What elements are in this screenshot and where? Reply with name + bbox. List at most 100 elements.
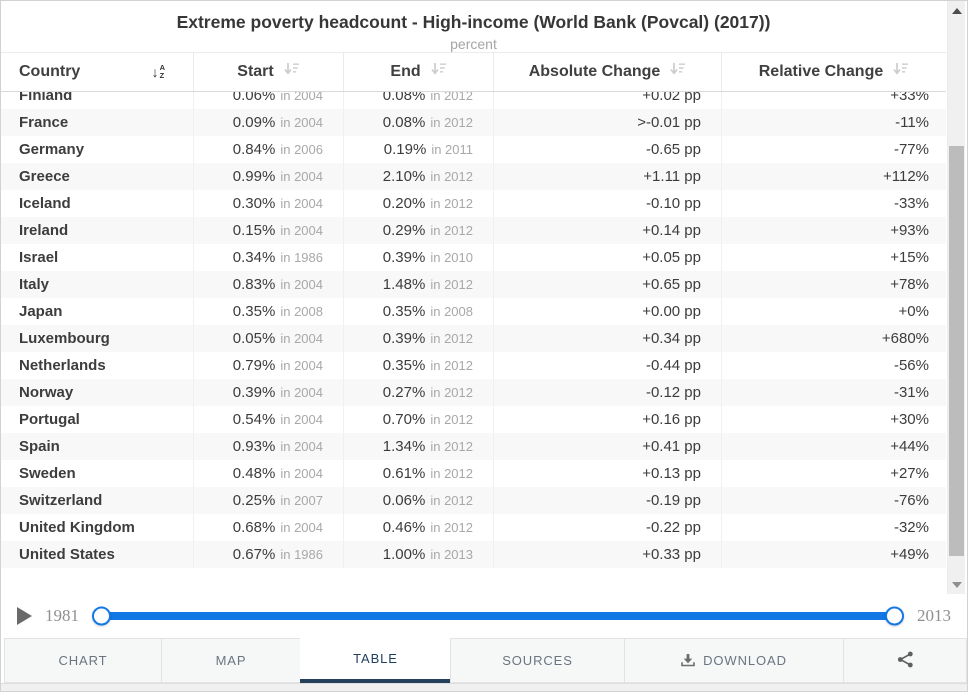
relative-change-cell: -33% bbox=[721, 189, 946, 217]
end-value-cell: 0.61% in 2012 bbox=[343, 459, 493, 487]
start-value-cell: 0.06% in 2004 bbox=[193, 91, 343, 109]
absolute-change-cell: -0.12 pp bbox=[493, 378, 721, 406]
relative-change-cell: -56% bbox=[721, 351, 946, 379]
relative-change-cell: -77% bbox=[721, 135, 946, 163]
start-value-cell: 0.48% in 2004 bbox=[193, 459, 343, 487]
start-value-cell: 0.34% in 1986 bbox=[193, 243, 343, 271]
column-header-label: Relative Change bbox=[758, 62, 884, 80]
country-name: Luxembourg bbox=[19, 329, 110, 347]
column-header-label: Country bbox=[19, 62, 81, 80]
tab-label: SOURCES bbox=[502, 653, 573, 668]
share-icon bbox=[897, 651, 914, 671]
scroll-down-arrow-icon[interactable] bbox=[952, 582, 962, 588]
chart-title: Extreme poverty headcount - High-income … bbox=[176, 12, 771, 32]
table-row: Japan 0.35% in 2008 0.35% in 2008 +0.00 pp… bbox=[1, 297, 946, 325]
absolute-change-cell: +0.33 pp bbox=[493, 540, 721, 568]
absolute-change-cell: +0.34 pp bbox=[493, 324, 721, 352]
tab-sources[interactable]: SOURCES bbox=[450, 638, 625, 683]
table-header-row: Country ↓ A Z Start End bbox=[1, 51, 946, 92]
table-view: Extreme poverty headcount - High-income … bbox=[1, 1, 967, 594]
column-header-relative-change[interactable]: Relative Change bbox=[721, 52, 946, 91]
country-name: Netherlands bbox=[19, 356, 106, 374]
table-rows: Finland 0.06% in 2004 0.08% in 2012 +0.02 … bbox=[1, 91, 946, 568]
start-value-cell: 0.99% in 2004 bbox=[193, 162, 343, 190]
relative-change-cell: +33% bbox=[721, 91, 946, 109]
start-value-cell: 0.39% in 2004 bbox=[193, 378, 343, 406]
table-row: Sweden 0.48% in 2004 0.61% in 2012 +0.13 p… bbox=[1, 459, 946, 487]
scroll-up-arrow-icon[interactable] bbox=[952, 8, 962, 14]
end-value-cell: 1.34% in 2012 bbox=[343, 432, 493, 460]
table-row: Greece 0.99% in 2004 2.10% in 2012 +1.11 p… bbox=[1, 162, 946, 190]
end-value-cell: 0.29% in 2012 bbox=[343, 216, 493, 244]
tab-table[interactable]: TABLE bbox=[300, 638, 451, 683]
column-header-label: Start bbox=[237, 62, 274, 80]
tab-map[interactable]: MAP bbox=[161, 638, 301, 683]
start-value-cell: 0.30% in 2004 bbox=[193, 189, 343, 217]
end-value-cell: 0.08% in 2012 bbox=[343, 108, 493, 136]
timeline-start-year: 1981 bbox=[45, 606, 79, 625]
country-name: Germany bbox=[19, 140, 85, 158]
slider-handle-start[interactable] bbox=[92, 606, 111, 626]
country-name: Finland bbox=[19, 91, 73, 104]
country-name: Israel bbox=[19, 248, 59, 266]
country-name: Sweden bbox=[19, 464, 76, 482]
chart-header: Extreme poverty headcount - High-income … bbox=[1, 1, 946, 52]
relative-change-cell: +93% bbox=[721, 216, 946, 244]
slider-handle-end[interactable] bbox=[885, 606, 904, 626]
country-name: Spain bbox=[19, 437, 60, 455]
absolute-change-cell: +0.02 pp bbox=[493, 91, 721, 109]
tab-download[interactable]: DOWNLOAD bbox=[624, 638, 844, 683]
relative-change-cell: +15% bbox=[721, 243, 946, 271]
absolute-change-cell: +0.00 pp bbox=[493, 297, 721, 325]
table-row: Portugal 0.54% in 2004 0.70% in 2012 +0.16… bbox=[1, 405, 946, 433]
end-value-cell: 0.08% in 2012 bbox=[343, 91, 493, 109]
country-name: Norway bbox=[19, 383, 74, 401]
table-row: Spain 0.93% in 2004 1.34% in 2012 +0.41 pp… bbox=[1, 432, 946, 460]
relative-change-cell: -31% bbox=[721, 378, 946, 406]
column-header-end[interactable]: End bbox=[343, 52, 493, 91]
absolute-change-cell: +0.65 pp bbox=[493, 270, 721, 298]
start-value-cell: 0.09% in 2004 bbox=[193, 108, 343, 136]
tab-label: TABLE bbox=[353, 651, 398, 666]
end-value-cell: 0.70% in 2012 bbox=[343, 405, 493, 433]
tab-bar: CHART MAP TABLE SOURCES DOWNLOAD bbox=[1, 638, 967, 683]
data-table: Country ↓ A Z Start End bbox=[1, 51, 946, 585]
start-value-cell: 0.67% in 1986 bbox=[193, 540, 343, 568]
tab-share[interactable] bbox=[843, 638, 967, 683]
column-header-country[interactable]: Country ↓ A Z bbox=[1, 53, 193, 91]
country-name: Japan bbox=[19, 302, 63, 320]
table-row: Netherlands 0.79% in 2004 0.35% in 2012 -0… bbox=[1, 351, 946, 379]
column-header-start[interactable]: Start bbox=[193, 52, 343, 91]
country-name: United Kingdom bbox=[19, 518, 135, 536]
sort-amount-icon bbox=[893, 62, 909, 81]
vertical-scrollbar[interactable] bbox=[947, 1, 965, 594]
country-name: Italy bbox=[19, 275, 50, 293]
bottom-strip bbox=[1, 683, 967, 691]
tab-label: DOWNLOAD bbox=[703, 653, 787, 668]
chart-subtitle: percent bbox=[450, 35, 497, 52]
column-header-absolute-change[interactable]: Absolute Change bbox=[493, 52, 721, 91]
table-row: United States 0.67% in 1986 1.00% in 2013 … bbox=[1, 540, 946, 568]
country-name: France bbox=[19, 113, 69, 131]
country-name: Ireland bbox=[19, 221, 69, 239]
scrollbar-thumb[interactable] bbox=[949, 146, 964, 556]
year-range-slider[interactable] bbox=[92, 606, 904, 626]
table-row: Switzerland 0.25% in 2007 0.06% in 2012 -0… bbox=[1, 486, 946, 514]
play-icon[interactable] bbox=[17, 607, 32, 625]
table-row: Germany 0.84% in 2006 0.19% in 2011 -0.65 … bbox=[1, 135, 946, 163]
relative-change-cell: +0% bbox=[721, 297, 946, 325]
start-value-cell: 0.83% in 2004 bbox=[193, 270, 343, 298]
end-value-cell: 0.35% in 2012 bbox=[343, 351, 493, 379]
tab-label: MAP bbox=[215, 653, 247, 668]
timeline-end-year: 2013 bbox=[917, 606, 951, 625]
start-value-cell: 0.84% in 2006 bbox=[193, 135, 343, 163]
table-row: Ireland 0.15% in 2004 0.29% in 2012 +0.14 … bbox=[1, 216, 946, 244]
country-name: United States bbox=[19, 545, 115, 563]
absolute-change-cell: +0.14 pp bbox=[493, 216, 721, 244]
absolute-change-cell: +0.05 pp bbox=[493, 243, 721, 271]
tab-chart[interactable]: CHART bbox=[4, 638, 162, 683]
end-value-cell: 0.35% in 2008 bbox=[343, 297, 493, 325]
end-value-cell: 0.39% in 2010 bbox=[343, 243, 493, 271]
relative-change-cell: +112% bbox=[721, 162, 946, 190]
relative-change-cell: +78% bbox=[721, 270, 946, 298]
